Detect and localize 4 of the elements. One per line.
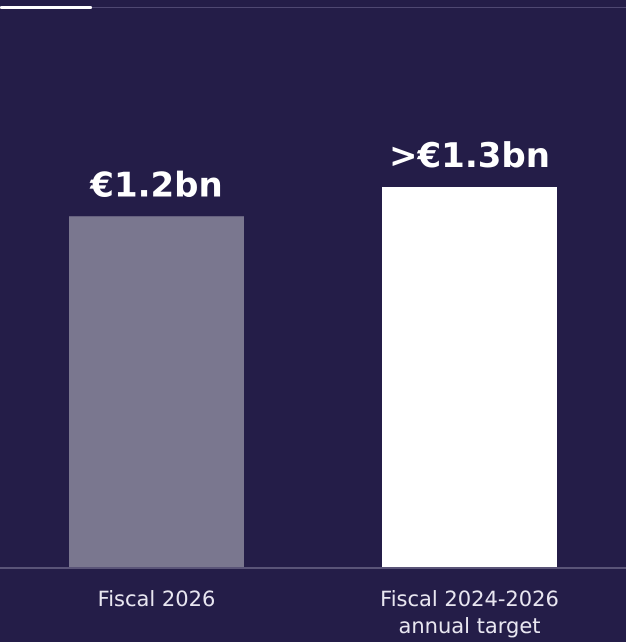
data-label: €1.2bn [89,165,223,206]
x-tick-label: Fiscal 2026 [98,587,216,611]
x-tick-label: Fiscal 2024-2026 annual target [380,587,559,638]
data-label: >€1.3bn [389,136,550,176]
